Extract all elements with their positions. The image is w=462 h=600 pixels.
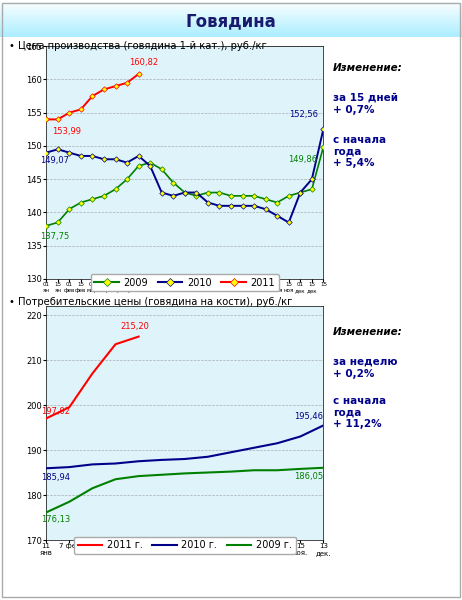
- Text: Изменение:: Изменение:: [333, 63, 402, 73]
- Text: Изменение:: Изменение:: [333, 327, 402, 337]
- Bar: [0, 14, 462, 15]
- Bar: [0, 21, 462, 22]
- Bar: [0, 7, 462, 8]
- Bar: [0, 26, 462, 27]
- Text: • Потребительские цены (говядина на кости), руб./кг: • Потребительские цены (говядина на кост…: [9, 297, 292, 307]
- Bar: [0, 12, 462, 13]
- Text: 197,02: 197,02: [42, 407, 71, 416]
- Bar: [0, 8, 462, 9]
- Bar: [0, 28, 462, 29]
- Bar: [0, 34, 462, 35]
- Bar: [0, 35, 462, 36]
- Bar: [0, 36, 462, 37]
- Bar: [0, 2, 462, 3]
- Bar: [0, 9, 462, 10]
- Text: 149,07: 149,07: [41, 156, 69, 165]
- Bar: [0, 29, 462, 30]
- Bar: [0, 32, 462, 33]
- Bar: [0, 23, 462, 24]
- Bar: [0, 18, 462, 19]
- Bar: [0, 3, 462, 4]
- Text: 137,75: 137,75: [41, 232, 70, 241]
- Bar: [0, 30, 462, 31]
- Bar: [0, 27, 462, 28]
- Text: 185,94: 185,94: [42, 473, 71, 482]
- Bar: [0, 19, 462, 20]
- Bar: [0, 33, 462, 34]
- Legend: 2009, 2010, 2011: 2009, 2010, 2011: [91, 274, 279, 292]
- Bar: [0, 22, 462, 23]
- Bar: [0, 24, 462, 25]
- Text: за неделю
+ 0,2%: за неделю + 0,2%: [333, 357, 397, 379]
- Bar: [0, 5, 462, 6]
- Text: с начала
года
+ 5,4%: с начала года + 5,4%: [333, 135, 386, 168]
- Bar: [0, 1, 462, 2]
- Bar: [0, 4, 462, 5]
- Text: 152,56: 152,56: [289, 110, 317, 119]
- Legend: 2011 г., 2010 г., 2009 г.: 2011 г., 2010 г., 2009 г.: [73, 536, 296, 554]
- Text: за 15 дней
+ 0,7%: за 15 дней + 0,7%: [333, 93, 398, 115]
- Bar: [0, 31, 462, 32]
- Bar: [0, 15, 462, 16]
- Bar: [0, 16, 462, 17]
- Bar: [0, 6, 462, 7]
- Text: 176,13: 176,13: [42, 515, 71, 524]
- Bar: [0, 11, 462, 12]
- Text: 153,99: 153,99: [52, 127, 81, 136]
- Text: 195,46: 195,46: [294, 412, 323, 421]
- Bar: [0, 17, 462, 18]
- Text: 186,05: 186,05: [294, 472, 323, 481]
- Text: Говядина: Говядина: [186, 13, 276, 31]
- Text: 215,20: 215,20: [120, 322, 149, 331]
- Bar: [0, 0, 462, 1]
- Text: 160,82: 160,82: [129, 58, 158, 67]
- Bar: [0, 25, 462, 26]
- Text: • Цена производства (говядина 1-й кат.), руб./кг: • Цена производства (говядина 1-й кат.),…: [9, 41, 267, 51]
- Text: с начала
года
+ 11,2%: с начала года + 11,2%: [333, 396, 386, 429]
- Bar: [0, 13, 462, 14]
- Bar: [0, 20, 462, 21]
- Text: 149,86: 149,86: [288, 155, 317, 164]
- Bar: [0, 10, 462, 11]
